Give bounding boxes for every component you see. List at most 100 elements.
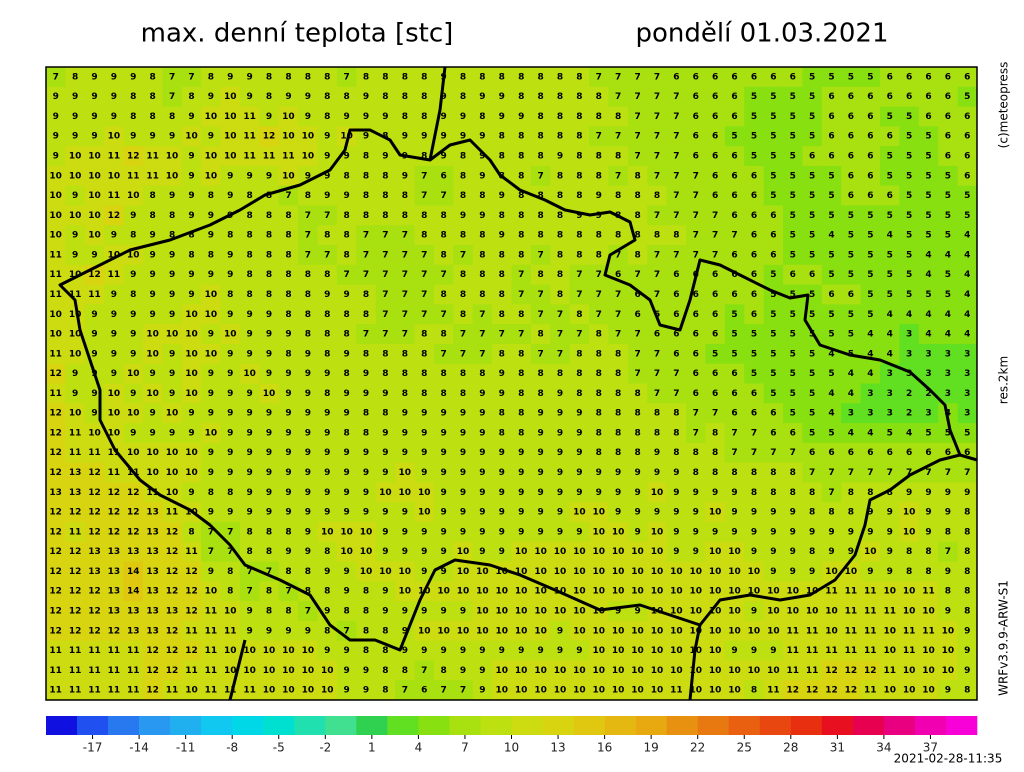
grid-value: 8 — [576, 250, 582, 260]
grid-value: 6 — [712, 132, 718, 142]
grid-cell — [880, 343, 900, 365]
grid-cell — [957, 284, 978, 305]
grid-value: 8 — [557, 171, 563, 181]
grid-value: 7 — [421, 666, 427, 676]
grid-value: 10 — [651, 587, 664, 597]
grid-value: 9 — [945, 686, 951, 696]
grid-value: 9 — [867, 527, 873, 537]
grid-value: 5 — [828, 211, 834, 221]
grid-cell — [666, 343, 687, 365]
grid-value: 10 — [224, 666, 237, 676]
grid-value: 9 — [770, 527, 776, 537]
grid-value: 9 — [130, 330, 136, 340]
grid-value: 10 — [709, 646, 722, 656]
grid-cell — [686, 205, 706, 226]
grid-value: 12 — [88, 527, 101, 537]
grid-cell — [860, 304, 881, 325]
grid-value: 10 — [185, 686, 198, 696]
grid-cell — [763, 502, 784, 523]
grid-value: 10 — [786, 606, 799, 616]
grid-value: 10 — [612, 646, 625, 656]
grid-cell — [686, 67, 706, 88]
grid-value: 9 — [460, 508, 466, 518]
grid-value: 5 — [945, 231, 951, 241]
grid-value: 11 — [243, 132, 256, 142]
grid-value: 8 — [382, 191, 388, 201]
grid-cell — [880, 106, 900, 127]
grid-cell — [841, 502, 862, 523]
grid-value: 8 — [518, 428, 524, 438]
grid-cell — [744, 205, 765, 226]
grid-cell — [666, 126, 687, 147]
grid-cell — [841, 245, 862, 266]
grid-value: 10 — [593, 587, 606, 597]
grid-cell — [317, 264, 338, 286]
grid-value: 9 — [130, 310, 136, 320]
grid-value: 10 — [185, 132, 198, 142]
grid-value: 9 — [809, 527, 815, 537]
grid-value: 9 — [479, 211, 485, 221]
grid-value: 6 — [770, 231, 776, 241]
grid-cell — [395, 482, 416, 503]
grid-cell — [104, 67, 125, 88]
grid-value: 11 — [825, 587, 838, 597]
grid-cell — [744, 343, 765, 365]
grid-value: 9 — [324, 132, 330, 142]
grid-value: 5 — [790, 132, 796, 142]
grid-cell — [104, 304, 125, 325]
grid-cell — [821, 383, 842, 404]
grid-cell — [686, 343, 706, 365]
grid-cell — [356, 245, 377, 266]
grid-value: 9 — [91, 310, 97, 320]
grid-cell — [239, 383, 260, 404]
grid-value: 9 — [91, 92, 97, 102]
grid-value: 5 — [751, 330, 757, 340]
grid-value: 12 — [146, 646, 159, 656]
colorbar-tick-label: 10 — [504, 741, 519, 755]
grid-value: 3 — [925, 369, 931, 379]
grid-value: 9 — [91, 112, 97, 122]
grid-cell — [647, 462, 668, 483]
grid-value: 4 — [867, 428, 873, 438]
grid-cell — [841, 205, 862, 226]
grid-value: 9 — [402, 448, 408, 458]
grid-cell — [957, 304, 978, 325]
grid-value: 9 — [634, 488, 640, 498]
grid-cell — [530, 324, 551, 345]
grid-cell — [938, 225, 959, 246]
grid-cell — [608, 423, 629, 444]
grid-cell — [860, 86, 881, 108]
grid-value: 9 — [188, 191, 194, 201]
grid-cell — [395, 165, 416, 187]
grid-value: 10 — [224, 92, 237, 102]
grid-cell — [220, 324, 241, 345]
grid-value: 9 — [440, 547, 446, 557]
grid-value: 10 — [631, 587, 644, 597]
grid-cell — [802, 225, 823, 246]
grid-cell — [783, 67, 803, 88]
grid-value: 11 — [108, 191, 121, 201]
grid-value: 6 — [673, 349, 679, 359]
grid-value: 7 — [440, 349, 446, 359]
grid-value: 12 — [786, 686, 799, 696]
grid-value: 6 — [712, 330, 718, 340]
grid-value: 9 — [72, 112, 78, 122]
grid-cell — [705, 67, 726, 88]
grid-cell — [375, 521, 396, 543]
grid-cell — [375, 245, 396, 266]
grid-cell — [647, 225, 668, 246]
grid-value: 12 — [88, 606, 101, 616]
grid-cell — [724, 67, 745, 88]
grid-value: 10 — [767, 587, 780, 597]
grid-value: 10 — [593, 686, 606, 696]
grid-value: 8 — [402, 369, 408, 379]
grid-cell — [724, 185, 745, 206]
grid-cell — [414, 343, 435, 365]
grid-value: 10 — [651, 646, 664, 656]
grid-cell — [433, 205, 454, 226]
grid-cell — [220, 383, 241, 404]
grid-value: 8 — [169, 112, 175, 122]
grid-cell — [375, 304, 396, 325]
grid-cell — [453, 304, 474, 325]
grid-value: 9 — [479, 686, 485, 696]
